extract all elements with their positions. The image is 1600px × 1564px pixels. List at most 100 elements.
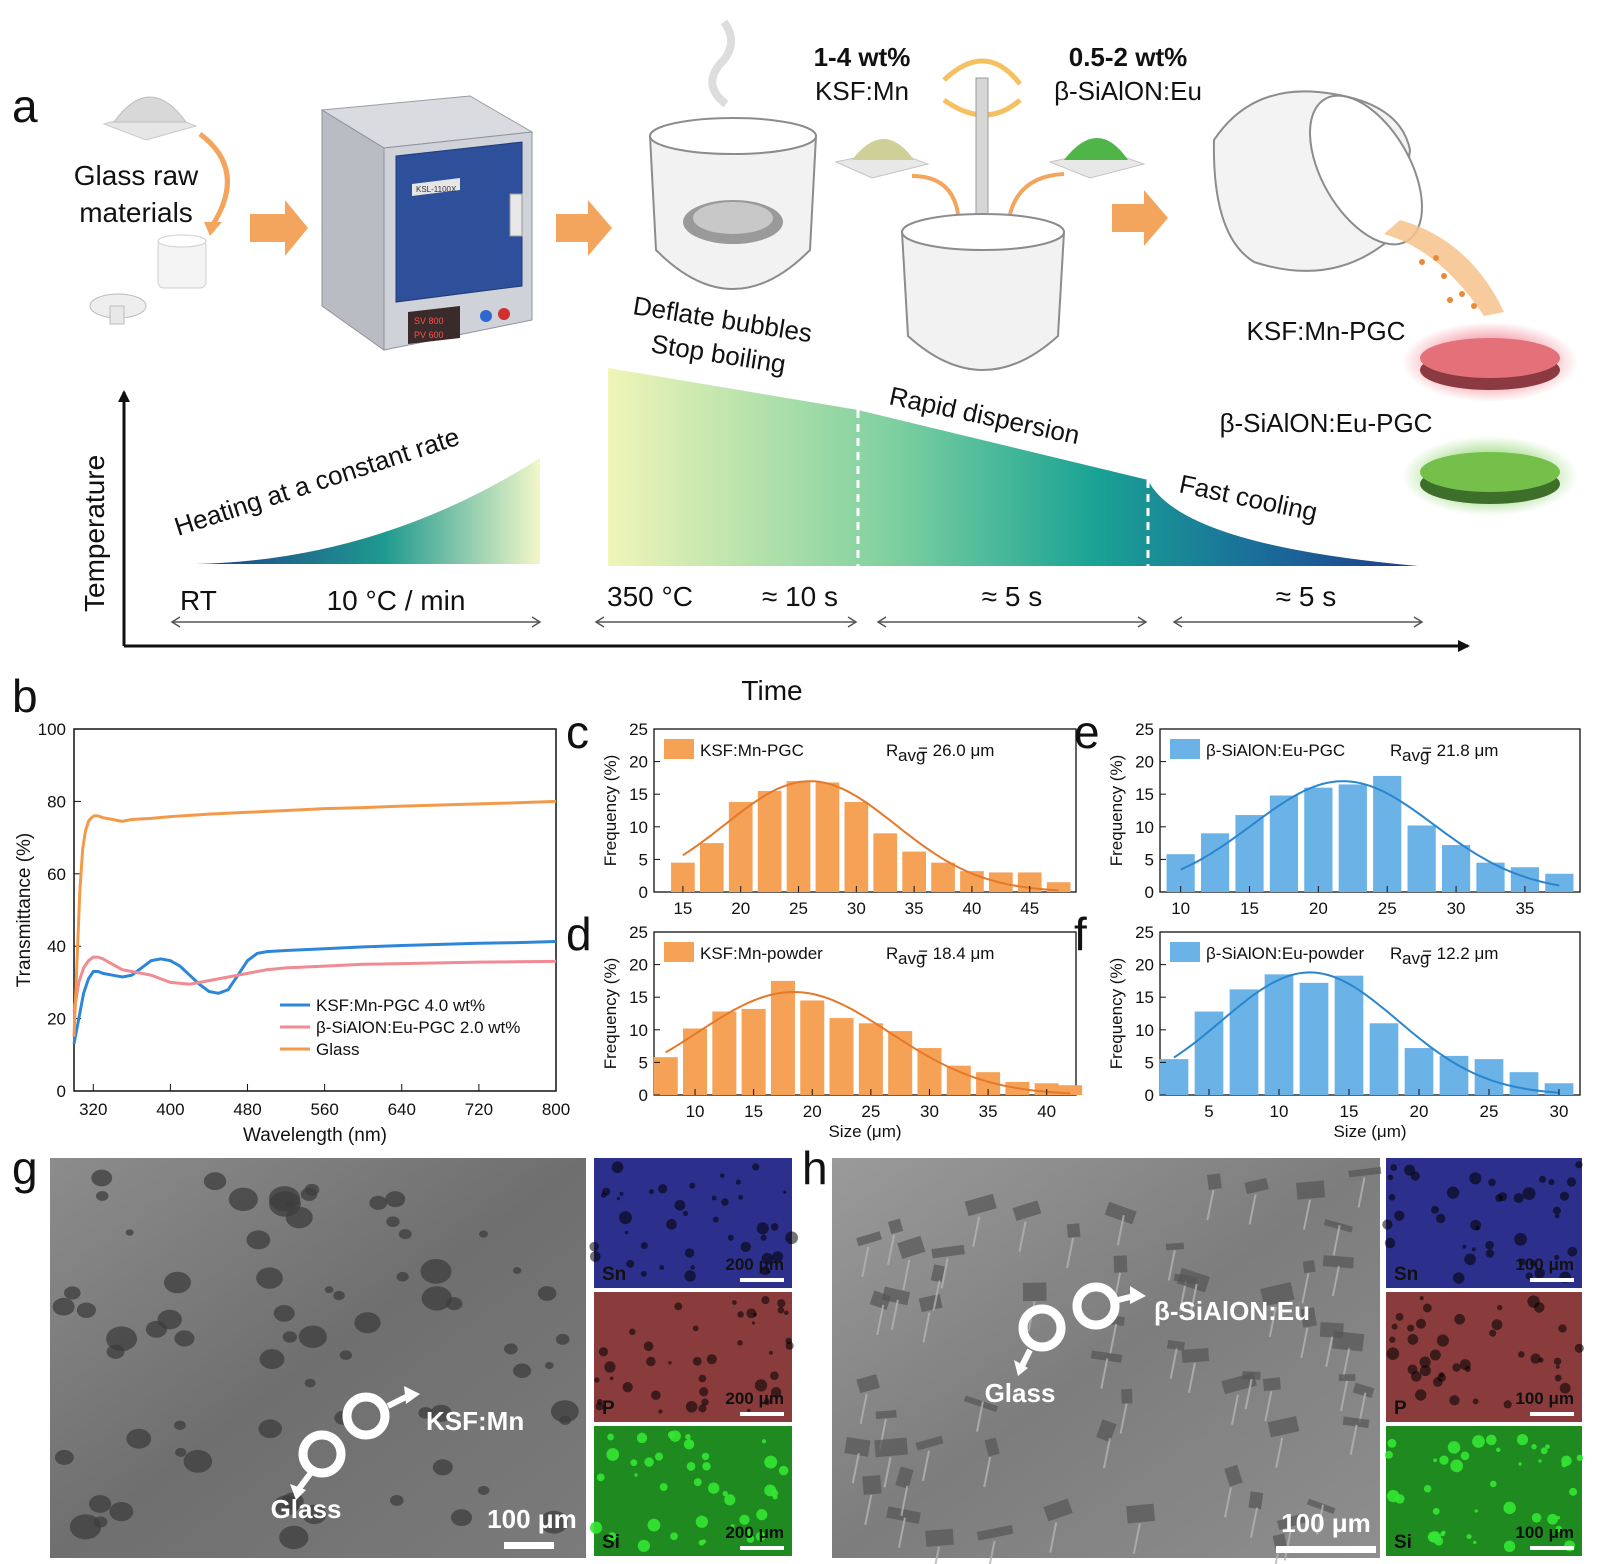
sem-streak	[1283, 1530, 1292, 1561]
series-line-0	[72, 940, 557, 1045]
x-axis-label-f: Size (μm)	[1333, 1122, 1406, 1141]
eds-speckle	[622, 1382, 633, 1393]
sem-streak	[1264, 1390, 1273, 1422]
sem-particle	[479, 1230, 489, 1238]
x-tick-label-b: 640	[388, 1100, 416, 1119]
eds-speckle	[606, 1448, 620, 1461]
eds-speckle	[607, 1532, 617, 1541]
x-tick-label-d: 30	[920, 1102, 939, 1121]
eds-speckle	[737, 1340, 743, 1346]
sem-particle	[125, 1229, 134, 1236]
eds-speckle	[604, 1361, 616, 1373]
eds-speckle	[692, 1325, 699, 1332]
sem-particle	[259, 1349, 285, 1370]
y-tick-label-e: 25	[1135, 720, 1154, 739]
sem-streak	[1100, 1358, 1109, 1389]
sem-streak	[972, 1216, 981, 1247]
y-tick-label-b: 0	[57, 1082, 66, 1101]
eds-speckle	[764, 1484, 777, 1497]
eds-speckle	[1534, 1268, 1545, 1279]
eds-speckle	[761, 1439, 767, 1444]
sem-particle	[324, 1286, 334, 1294]
y-tick-label-e: 10	[1135, 818, 1154, 837]
eds-speckle	[1452, 1272, 1465, 1284]
sem-streak	[1230, 1394, 1239, 1425]
sem-h-markers	[1018, 1282, 1120, 1352]
ksf-pointer-head	[404, 1386, 420, 1404]
eds-speckle	[1387, 1438, 1397, 1448]
eds-speckle	[689, 1182, 696, 1189]
process-arrow-1	[250, 200, 308, 256]
eds-speckle	[646, 1356, 656, 1367]
sem-streak	[1342, 1348, 1351, 1379]
eds-element-label: Si	[1394, 1532, 1412, 1553]
steam-icon	[708, 19, 735, 108]
eds-speckle	[1466, 1534, 1472, 1540]
sem-crystal	[1181, 1348, 1210, 1363]
sialon-add-arrow	[1008, 172, 1065, 215]
eds-speckle	[1529, 1259, 1536, 1267]
eds-speckle	[1433, 1458, 1437, 1463]
eds-speckle	[731, 1300, 737, 1305]
y-tick-label-d: 10	[629, 1021, 648, 1040]
sem-crystal	[915, 1435, 944, 1451]
sem-h-scale-label: 100 μm	[1281, 1508, 1371, 1538]
eds-scale-label: 100 μm	[1515, 1523, 1574, 1542]
ksf-add-arrow	[911, 174, 960, 215]
eds-speckle	[1470, 1219, 1482, 1231]
y-tick-label-f: 10	[1135, 1021, 1154, 1040]
sem-crystal	[1262, 1377, 1281, 1392]
sem-crystal	[1322, 1255, 1354, 1269]
bar-d	[888, 1031, 913, 1095]
x-tick-label-d: 10	[686, 1102, 705, 1121]
sem-streak	[1302, 1199, 1311, 1230]
y-tick-label-e: 5	[1145, 850, 1154, 869]
bar-d	[858, 1023, 883, 1095]
eds-speckle	[1491, 1319, 1503, 1331]
legend-label-0: KSF:Mn-PGC 4.0 wt%	[316, 996, 485, 1015]
sem-crystal	[856, 1374, 881, 1394]
sem-particle	[432, 1459, 453, 1476]
sem-g-glass-label: Glass	[271, 1494, 342, 1524]
eds-speckle	[740, 1241, 751, 1252]
eds-speckle	[1554, 1374, 1562, 1382]
bar-c	[1046, 882, 1071, 892]
panel-label-a: a	[12, 80, 38, 132]
panel-label-f: f	[1074, 908, 1087, 960]
x-tick-label-f: 10	[1270, 1102, 1289, 1121]
eds-speckle	[685, 1433, 691, 1440]
bar-d	[653, 1057, 678, 1095]
eds-speckle	[1531, 1444, 1537, 1450]
eds-scale-label: 200 μm	[725, 1523, 784, 1542]
sem-h-particles	[844, 1167, 1382, 1564]
sem-crystal	[1352, 1382, 1375, 1398]
furnace-pv: PV 600	[414, 330, 444, 340]
bar-c	[902, 851, 926, 892]
eds-element-label: P	[602, 1398, 615, 1419]
x-tick-label-b: 800	[542, 1100, 570, 1119]
eds-scale-bar	[1530, 1546, 1574, 1550]
sem-streak	[1274, 1549, 1280, 1564]
x-tick-label-c: 20	[731, 899, 750, 918]
eds-speckle	[1496, 1447, 1501, 1453]
sem-g-ksf-label: KSF:Mn	[426, 1406, 524, 1436]
sem-crystal	[1206, 1173, 1222, 1190]
bar-e	[1338, 784, 1367, 892]
sem-crystal	[1300, 1307, 1317, 1328]
eds-speckle	[1440, 1531, 1445, 1537]
sem-particle	[157, 1309, 182, 1330]
sem-crystal	[930, 1264, 945, 1283]
r-avg-sub-f: avg	[1402, 949, 1429, 968]
fit-curve-e	[1180, 780, 1560, 887]
sem-crystal	[984, 1437, 1000, 1457]
bar-d	[976, 1072, 1001, 1095]
sem-particle	[69, 1514, 102, 1540]
y-tick-label-c: 25	[629, 720, 648, 739]
eds-speckle	[737, 1311, 744, 1318]
plot-frame-b	[73, 728, 557, 1092]
eds-speckle	[668, 1360, 672, 1365]
eds-speckle	[1449, 1395, 1460, 1406]
r-avg-value-f: = 12.2 μm	[1422, 944, 1498, 963]
eds-speckle	[1518, 1351, 1525, 1358]
sem-streak	[900, 1485, 909, 1517]
